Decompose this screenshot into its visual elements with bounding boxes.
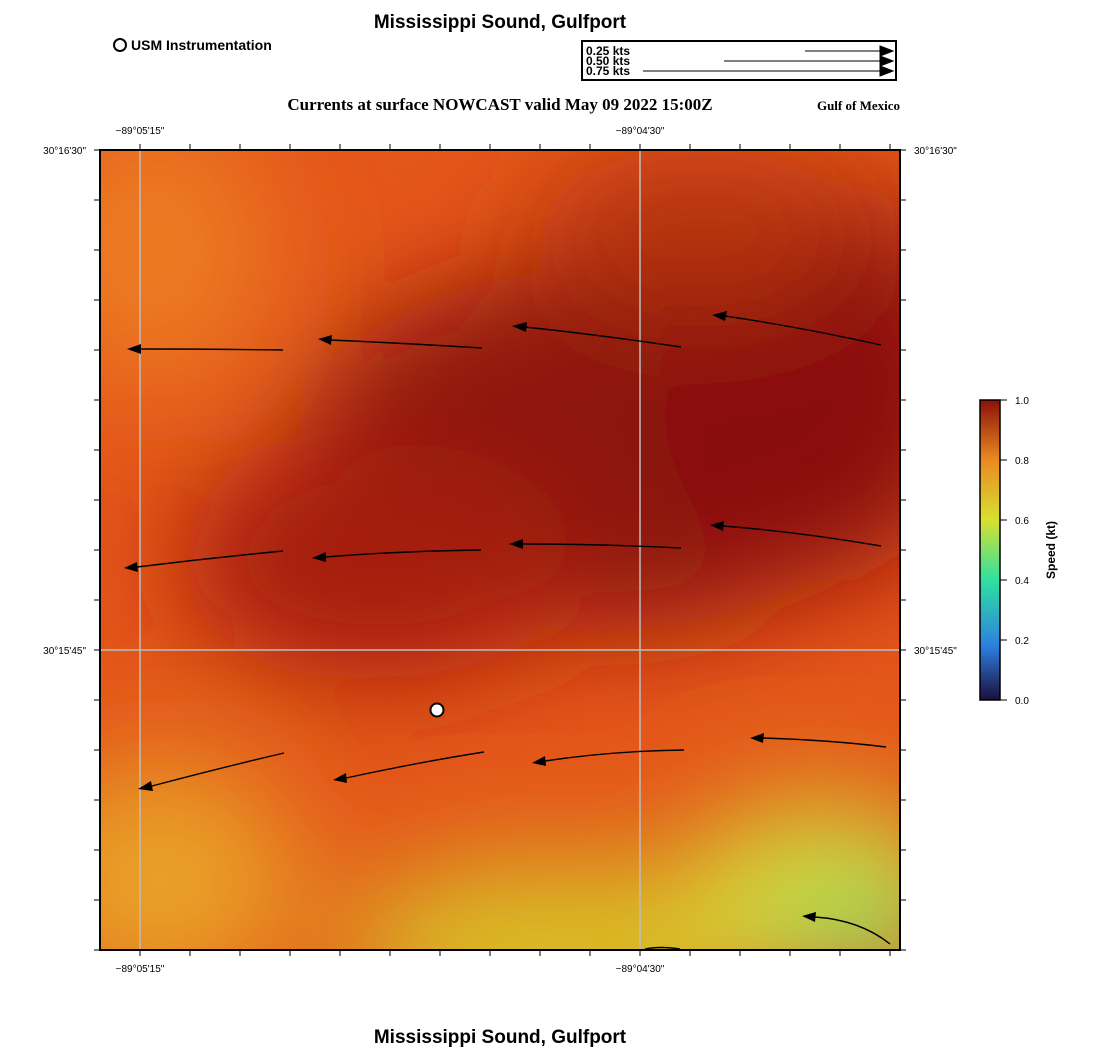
vector-edge — [644, 946, 681, 950]
region-label: Gulf of Mexico — [816, 98, 900, 113]
colorbar-tick-label: 1.0 — [1015, 396, 1029, 407]
vector-r1c2 — [329, 339, 483, 349]
map-title: Mississippi Sound, Gulfport — [373, 12, 627, 33]
vector-r2c2 — [324, 549, 482, 558]
frame-ticks — [94, 144, 906, 956]
colorbar-label: Speed (kt) — [1044, 521, 1058, 579]
arrowhead-icon — [802, 912, 816, 922]
colorbar-ramp — [979, 399, 1001, 701]
speed-scale-legend: 0.25 kts 0.50 kts 0.75 kts — [581, 40, 897, 81]
speed-field — [100, 150, 900, 950]
vector-r3c1 — [151, 752, 285, 787]
station-legend-label: USM Instrumentation — [131, 37, 272, 53]
lat-label-left-2: 30°15'45" — [43, 646, 86, 657]
arrowhead-icon — [318, 335, 332, 345]
arrowhead-icon — [512, 322, 527, 332]
arrowhead-icon — [127, 344, 141, 354]
vector-r3c4 — [762, 737, 887, 748]
arrowhead-icon — [750, 733, 764, 743]
colorbar-tick-label: 0.4 — [1015, 576, 1029, 587]
vector-r2c3 — [521, 543, 682, 549]
coordinate-labels: −89°05'15" −89°04'30" −89°05'15" −89°04'… — [43, 126, 957, 975]
colorbar-tick-label: 0.6 — [1015, 516, 1029, 527]
map-subtitle: Currents at surface NOWCAST valid May 09… — [287, 95, 713, 114]
scale-arrowhead-3 — [879, 65, 895, 77]
lon-label-top-1: −89°05'15" — [116, 126, 165, 137]
lon-label-top-2: −89°04'30" — [616, 126, 665, 137]
vector-r1c1 — [139, 348, 284, 351]
station-marker-icon — [113, 38, 127, 52]
footer-title: Mississippi Sound, Gulfport — [373, 1027, 627, 1048]
vector-r4c4 — [814, 916, 891, 945]
vector-r1c3 — [524, 326, 682, 348]
lat-label-right-1: 30°16'30" — [914, 146, 957, 157]
lat-label-right-2: 30°15'45" — [914, 646, 957, 657]
lat-label-left-1: 30°16'30" — [43, 146, 86, 157]
scale-arrowhead-2 — [879, 55, 895, 67]
station-legend: USM Instrumentation — [113, 37, 272, 53]
vector-r2c4 — [722, 525, 882, 547]
scale-arrowhead-1 — [879, 45, 895, 57]
graticule — [100, 150, 900, 950]
lon-label-bottom-1: −89°05'15" — [116, 964, 165, 975]
vector-arrowheads — [124, 311, 816, 922]
arrowhead-icon — [124, 562, 138, 572]
scale-arrows — [643, 45, 895, 77]
current-vectors — [136, 315, 891, 950]
colorbar: 0.0 0.2 0.4 0.6 0.8 1.0 Speed (kt) — [979, 396, 1058, 707]
arrowhead-icon — [312, 552, 326, 562]
vector-r3c3 — [544, 749, 685, 762]
arrowhead-icon — [710, 521, 724, 531]
lon-label-bottom-2: −89°04'30" — [616, 964, 665, 975]
arrowhead-icon — [509, 539, 523, 549]
vector-r1c4 — [724, 315, 882, 346]
colorbar-tick-label: 0.0 — [1015, 696, 1029, 707]
arrowhead-icon — [712, 311, 727, 321]
arrowhead-icon — [333, 773, 347, 783]
scale-label-3: 0.75 kts — [586, 64, 631, 78]
station-marker-icon[interactable] — [429, 702, 445, 718]
arrowhead-icon — [138, 781, 153, 791]
scale-label-2: 0.50 kts — [586, 54, 631, 68]
vector-r2c1 — [136, 550, 284, 568]
vector-r3c2 — [345, 751, 485, 779]
colorbar-tick-label: 0.2 — [1015, 636, 1029, 647]
arrowhead-icon — [532, 756, 546, 766]
scale-label-1: 0.25 kts — [586, 44, 631, 58]
colorbar-tick-label: 0.8 — [1015, 456, 1029, 467]
